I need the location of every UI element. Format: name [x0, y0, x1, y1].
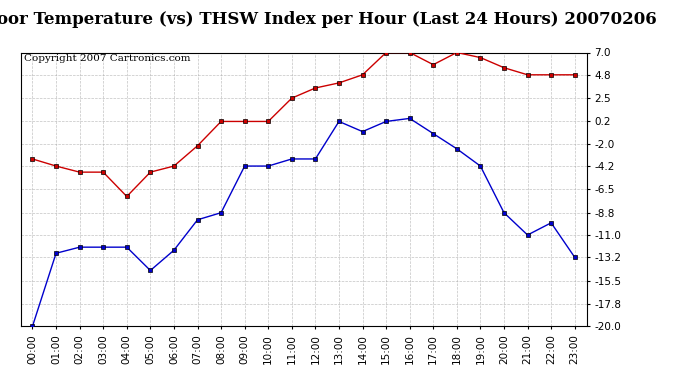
Text: Copyright 2007 Cartronics.com: Copyright 2007 Cartronics.com	[23, 54, 190, 63]
Text: Outdoor Temperature (vs) THSW Index per Hour (Last 24 Hours) 20070206: Outdoor Temperature (vs) THSW Index per …	[0, 11, 656, 28]
